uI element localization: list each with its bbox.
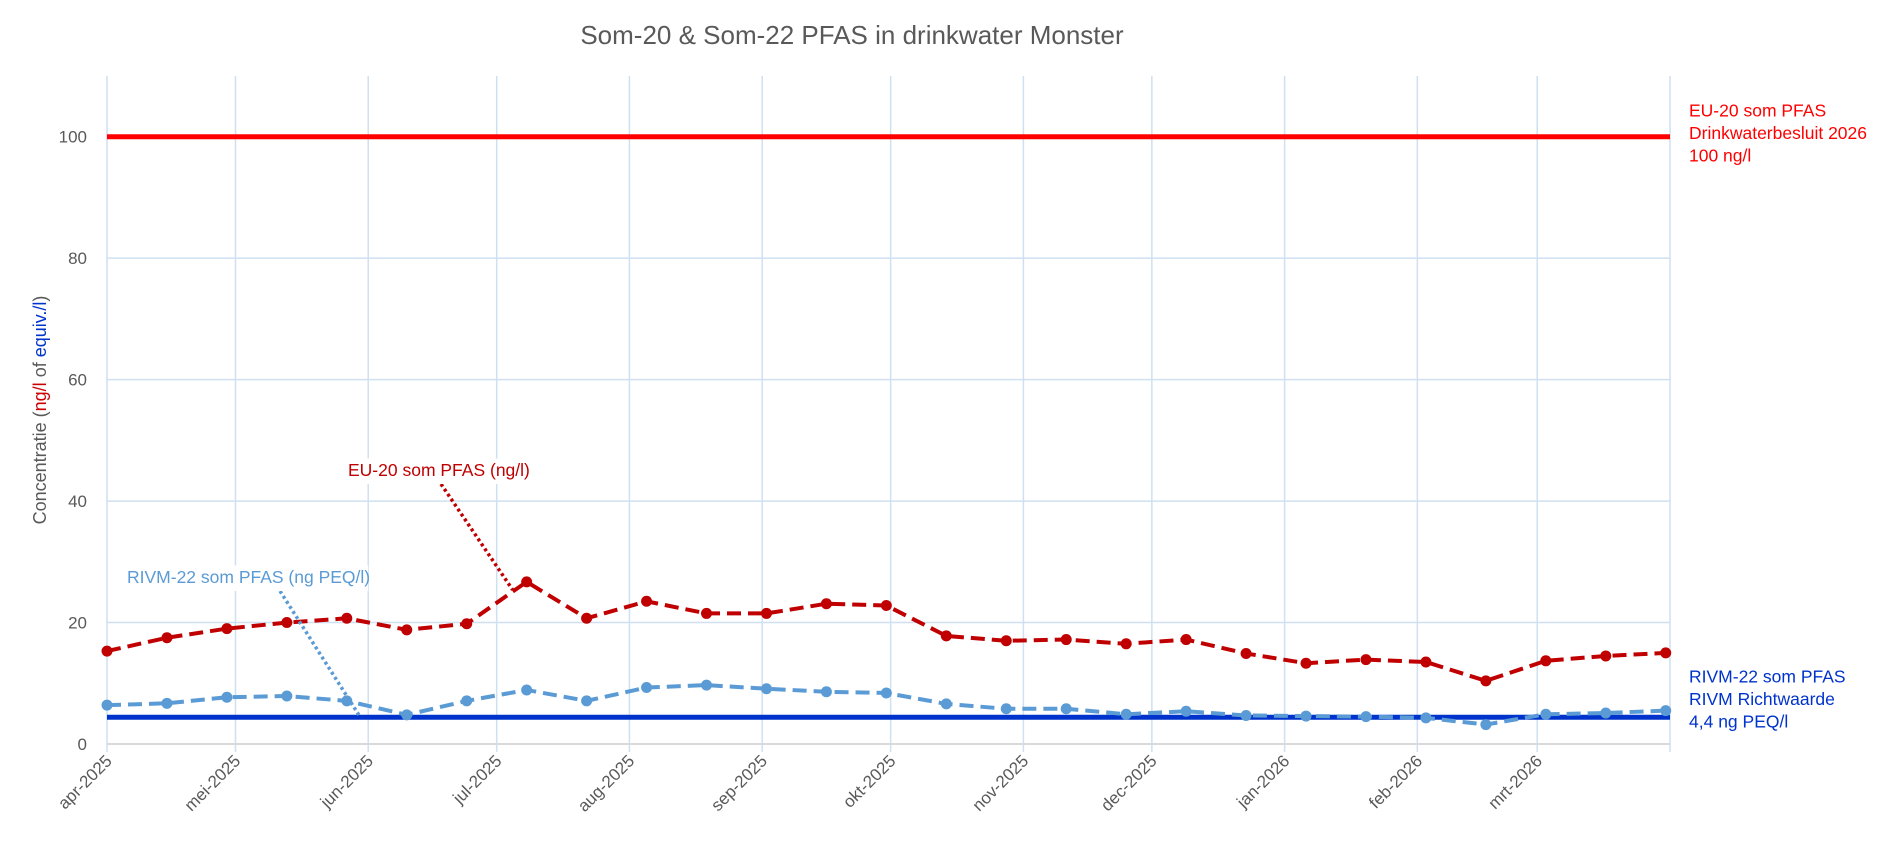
- annotation-label: RIVM-22 som PFAS (ng PEQ/l): [127, 567, 370, 587]
- data-point-1: [1660, 705, 1672, 717]
- data-point-0: [581, 612, 593, 624]
- y-tick-label: 0: [78, 735, 87, 754]
- reference-line-label: RIVM-22 som PFAS: [1689, 666, 1846, 686]
- data-point-1: [1120, 708, 1132, 720]
- data-point-1: [101, 699, 113, 711]
- x-tick-label: okt-2025: [839, 751, 899, 811]
- data-point-1: [880, 687, 892, 699]
- x-tick-label: sep-2025: [707, 751, 771, 815]
- data-point-1: [641, 682, 653, 694]
- x-tick-label: jun-2025: [316, 751, 377, 812]
- data-point-1: [221, 691, 233, 703]
- x-tick-label: mei-2025: [181, 751, 245, 815]
- data-point-0: [1480, 675, 1492, 687]
- annotation-leader-line: [439, 483, 515, 591]
- y-axis-label: Concentratie (ng/l of equiv./l): [30, 296, 50, 525]
- data-point-0: [701, 607, 713, 619]
- y-tick-label: 20: [68, 614, 87, 633]
- reference-line-label: 4,4 ng PEQ/l: [1689, 711, 1788, 731]
- x-tick-label: nov-2025: [969, 751, 1033, 815]
- annotations: EU-20 som PFAS (ng/l) RIVM-22 som PFAS (n…: [122, 458, 537, 716]
- data-point-1: [161, 697, 173, 709]
- data-point-1: [1000, 703, 1012, 715]
- data-point-0: [1000, 635, 1012, 647]
- y-tick-label: 100: [59, 128, 87, 147]
- data-point-1: [1180, 705, 1192, 717]
- y-axis-label-part: equiv./l: [30, 302, 50, 358]
- y-axis-label-part: ng/l: [30, 382, 50, 411]
- x-tick-label: jul-2025: [449, 751, 506, 808]
- data-point-0: [521, 576, 533, 588]
- data-point-1: [461, 695, 473, 707]
- chart-title: Som-20 & Som-22 PFAS in drinkwater Monst…: [580, 20, 1124, 50]
- x-tick-label: apr-2025: [54, 751, 116, 813]
- data-point-0: [940, 630, 952, 642]
- data-point-0: [161, 632, 173, 644]
- y-axis-label-part: of: [30, 357, 50, 382]
- data-point-1: [521, 684, 533, 696]
- data-point-0: [341, 612, 353, 624]
- data-point-0: [1240, 648, 1252, 660]
- annotation-leader-line: [278, 590, 361, 716]
- reference-line-label: 100 ng/l: [1689, 146, 1751, 166]
- data-point-1: [401, 709, 413, 721]
- data-point-0: [401, 624, 413, 636]
- data-point-0: [1180, 634, 1192, 646]
- data-point-0: [760, 607, 772, 619]
- data-point-0: [1660, 647, 1672, 659]
- y-tick-label: 80: [68, 249, 87, 268]
- data-point-1: [940, 698, 952, 710]
- data-point-0: [221, 623, 233, 635]
- data-point-1: [1600, 707, 1612, 719]
- y-axis-label-part: Concentratie (: [30, 411, 50, 524]
- reference-line-label: EU-20 som PFAS: [1689, 101, 1826, 121]
- reference-line-label: Drinkwaterbesluit 2026: [1689, 123, 1867, 143]
- annotation-background: [343, 458, 537, 484]
- y-tick-label: 60: [68, 371, 87, 390]
- data-point-0: [1420, 656, 1432, 668]
- gridlines: [106, 76, 1671, 752]
- data-point-1: [1240, 709, 1252, 721]
- y-axis-ticks: 0 20 40 60 80 100: [59, 128, 87, 754]
- x-axis-ticks: apr-2025 mei-2025 jun-2025 jul-2025 aug-2025…: [54, 751, 1546, 815]
- data-point-0: [1300, 657, 1312, 669]
- data-point-1: [760, 683, 772, 695]
- reference-line-label: RIVM Richtwaarde: [1689, 689, 1835, 709]
- data-point-1: [1540, 708, 1552, 720]
- data-point-1: [281, 690, 293, 702]
- data-point-0: [641, 595, 653, 607]
- data-point-0: [461, 618, 473, 630]
- data-point-0: [281, 617, 293, 629]
- x-tick-label: jan-2026: [1232, 751, 1293, 812]
- annotation-label: EU-20 som PFAS (ng/l): [348, 460, 530, 480]
- data-point-1: [1300, 710, 1312, 722]
- data-point-1: [701, 679, 713, 691]
- data-point-0: [1060, 634, 1072, 646]
- series-line-0: [106, 579, 1666, 683]
- data-point-0: [1540, 655, 1552, 667]
- data-point-1: [581, 695, 593, 707]
- x-tick-label: aug-2025: [574, 751, 638, 815]
- x-tick-label: dec-2025: [1097, 751, 1161, 815]
- data-point-0: [820, 598, 832, 610]
- data-point-1: [1480, 719, 1492, 731]
- annotation-background: [122, 565, 369, 591]
- data-point-0: [1600, 650, 1612, 662]
- series-lines: [101, 576, 1672, 731]
- data-point-0: [880, 600, 892, 612]
- data-point-1: [1060, 703, 1072, 715]
- y-tick-label: 40: [68, 492, 87, 511]
- x-tick-label: mrt-2026: [1485, 751, 1547, 813]
- data-point-0: [1120, 638, 1132, 650]
- data-point-1: [1360, 711, 1372, 723]
- x-tick-label: feb-2026: [1365, 751, 1426, 812]
- data-point-0: [1360, 654, 1372, 666]
- y-axis-label-part: ): [30, 296, 50, 302]
- data-point-0: [101, 645, 113, 657]
- data-point-1: [820, 686, 832, 698]
- data-point-1: [1420, 712, 1432, 724]
